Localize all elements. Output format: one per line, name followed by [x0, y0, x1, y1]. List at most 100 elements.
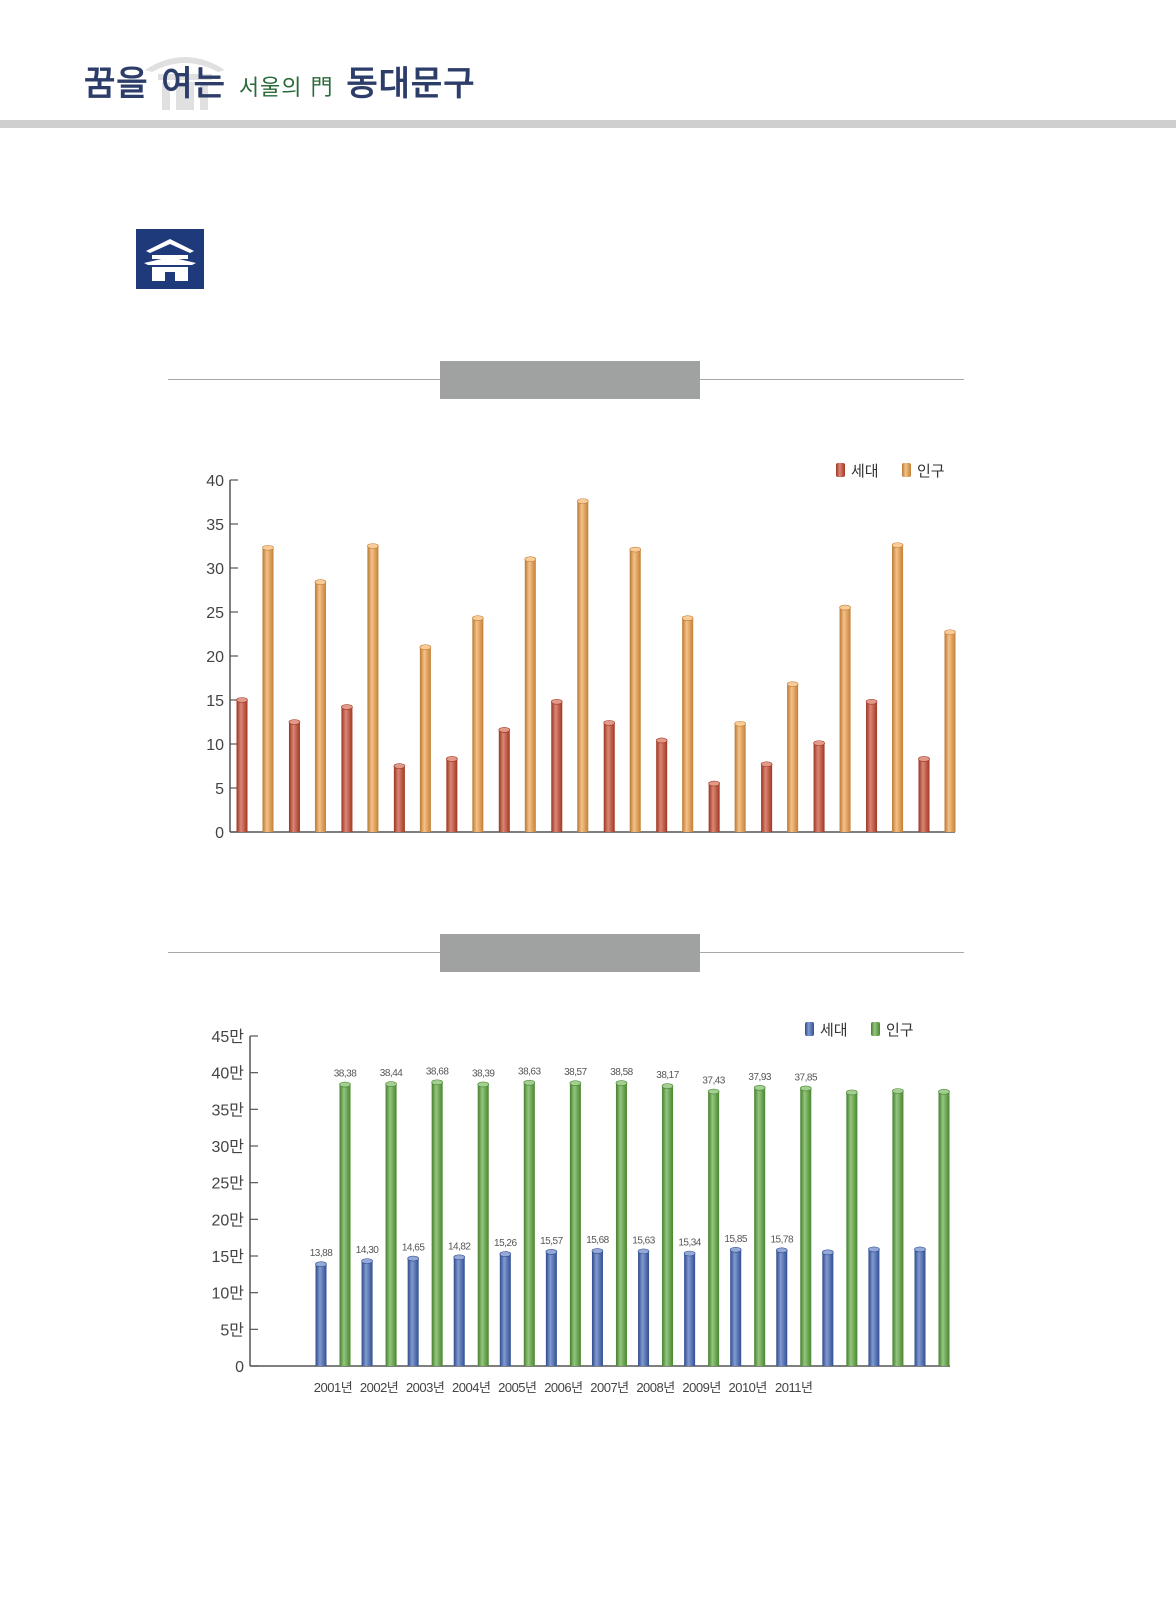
data-label: 38,57	[564, 1067, 587, 1078]
bar-household	[453, 1254, 466, 1366]
bar-household	[655, 737, 668, 832]
bar-household	[341, 704, 353, 832]
district-logo: 꿈을 여는 서울의 門 동대문구	[84, 42, 474, 122]
y-tick-label: 30	[206, 561, 224, 578]
legend-swatch	[902, 463, 911, 477]
bar-population	[262, 544, 274, 832]
data-label: 15,78	[771, 1234, 794, 1245]
bar-population	[629, 546, 642, 832]
y-tick-label: 20	[206, 649, 224, 666]
data-label: 38,39	[472, 1068, 495, 1079]
bar-population	[944, 629, 956, 832]
bar-household	[637, 1248, 650, 1366]
bar-household	[393, 763, 406, 832]
data-label: 37,43	[702, 1076, 725, 1087]
bar-household	[822, 1249, 834, 1366]
bar-population	[367, 543, 379, 832]
x-tick-label: 2011년	[775, 1380, 812, 1395]
bar-population	[707, 1088, 720, 1366]
data-label: 38,38	[334, 1069, 357, 1080]
bar-household	[446, 756, 458, 832]
y-tick-label: 15	[206, 693, 224, 710]
bar-population	[419, 644, 432, 832]
header-divider	[0, 120, 1176, 128]
y-tick-label: 25만	[211, 1175, 244, 1193]
x-tick-label: 2001년	[314, 1380, 352, 1395]
data-label: 38,44	[380, 1068, 403, 1079]
y-tick-label: 5만	[220, 1321, 244, 1339]
y-tick-label: 45만	[211, 1028, 244, 1046]
legend-label: 세대	[820, 1021, 848, 1039]
building-icon	[136, 229, 204, 289]
y-tick-label: 40	[206, 473, 224, 490]
bar-household	[591, 1248, 604, 1366]
legend-swatch	[871, 1022, 880, 1036]
bar-household	[760, 761, 773, 832]
bar-population	[314, 579, 327, 832]
data-label: 38,63	[518, 1067, 541, 1078]
legend-item: 인구	[871, 1021, 914, 1039]
y-tick-label: 10	[206, 737, 224, 754]
bar-population	[839, 604, 851, 832]
data-label: 15,34	[678, 1238, 701, 1249]
bar-household	[708, 780, 720, 832]
bar-population	[661, 1083, 674, 1366]
bar-population	[938, 1088, 950, 1366]
data-label: 38,17	[656, 1070, 679, 1081]
bar-household	[236, 697, 248, 832]
logo-part2: 서울의 門	[238, 76, 334, 101]
logo-part1: 꿈을 여는	[84, 64, 226, 104]
y-tick-label: 15만	[211, 1248, 244, 1266]
bar-population	[891, 542, 904, 832]
logo-part3: 동대문구	[346, 64, 476, 104]
data-label: 37,85	[795, 1072, 818, 1083]
bar-population	[681, 615, 694, 832]
data-label: 37,93	[748, 1072, 771, 1083]
y-tick-label: 40만	[211, 1065, 244, 1083]
bar-household	[683, 1250, 696, 1366]
x-tick-label: 2002년	[360, 1380, 398, 1395]
bar-household	[729, 1246, 742, 1366]
bar-household	[918, 756, 930, 832]
x-tick-label: 2009년	[682, 1380, 720, 1395]
bar-household	[315, 1261, 327, 1366]
chart1-title-box	[440, 361, 700, 399]
bar-population	[569, 1080, 582, 1366]
bar-household	[498, 727, 511, 832]
y-tick-label: 5	[215, 781, 224, 798]
data-label: 14,82	[448, 1241, 471, 1252]
bar-household	[545, 1249, 558, 1366]
bar-household	[407, 1255, 419, 1366]
x-tick-label: 2010년	[728, 1380, 766, 1395]
bar-population	[786, 681, 799, 832]
bar-household	[868, 1246, 880, 1366]
bar-population	[385, 1081, 397, 1366]
bar-population	[523, 1079, 536, 1366]
data-label: 15,85	[724, 1234, 747, 1245]
bar-population	[753, 1085, 766, 1366]
y-tick-label: 20만	[211, 1211, 244, 1229]
page-header: 꿈을 여는 서울의 門 동대문구	[0, 0, 1176, 128]
bar-household	[550, 698, 563, 832]
gate-watermark-icon	[145, 57, 225, 110]
legend-swatch	[836, 463, 845, 477]
logo-text: 꿈을 여는 서울의 門 동대문구	[84, 56, 476, 105]
bar-household	[499, 1251, 512, 1366]
y-tick-label: 0	[235, 1359, 244, 1376]
data-label: 15,57	[540, 1236, 563, 1247]
y-tick-label: 35만	[211, 1101, 244, 1119]
x-tick-label: 2004년	[452, 1380, 490, 1395]
bar-population	[477, 1081, 490, 1366]
legend-item: 세대	[836, 462, 879, 480]
data-label: 15,68	[586, 1235, 609, 1246]
legend-swatch	[805, 1022, 814, 1036]
bar-population	[576, 498, 589, 832]
bar-population	[431, 1079, 443, 1366]
x-tick-label: 2005년	[498, 1380, 536, 1395]
bar-population	[472, 615, 484, 832]
legend-item: 세대	[805, 1021, 848, 1039]
legend-item: 인구	[902, 462, 945, 480]
data-label: 14,30	[356, 1245, 379, 1256]
